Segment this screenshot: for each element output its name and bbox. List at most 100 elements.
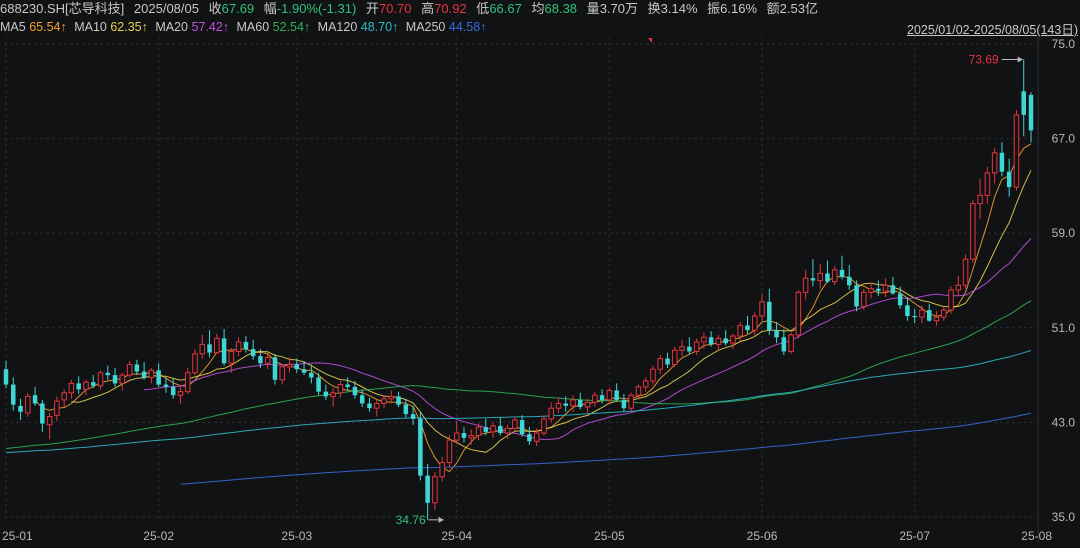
candle-body <box>207 344 212 353</box>
candle <box>330 388 336 408</box>
amplitude-label: 振 <box>707 1 721 16</box>
candle <box>817 263 823 289</box>
candle <box>642 377 649 392</box>
candle-body <box>592 394 598 403</box>
candle-body <box>868 288 874 293</box>
avg-stat: 均68.38 <box>531 1 577 16</box>
stats-bar: 688230.SH[芯导科技] 2025/08/05 收67.69 幅-1.90… <box>0 0 1080 18</box>
candle <box>693 338 700 355</box>
candle <box>396 391 401 408</box>
candle <box>941 306 947 321</box>
candle <box>905 297 910 321</box>
candle <box>418 411 423 481</box>
candle-body <box>723 338 728 344</box>
candlestick-chart[interactable]: 75.0 67.0 59.0 51.0 43.0 35.0 25-01 25-02 25-03 2… <box>0 36 1080 543</box>
candle <box>926 304 932 322</box>
candle <box>781 328 787 355</box>
x-tick-label: 25-03 <box>281 529 312 543</box>
candle <box>432 472 438 510</box>
y-tick-label: 59.0 <box>1052 226 1076 240</box>
candle-body <box>90 382 96 386</box>
candle-body <box>235 341 242 352</box>
candle-body <box>897 293 903 306</box>
ma20-legend: MA20 57.42↑ <box>155 20 229 34</box>
candle <box>999 142 1005 177</box>
open-label: 开 <box>365 1 379 16</box>
candle <box>519 415 525 437</box>
candle-body <box>831 269 838 283</box>
date-range-selector[interactable]: 2025/01/02-2025/08/05(143日) <box>907 23 1078 37</box>
ma120-line <box>5 350 1032 454</box>
candle <box>105 365 111 380</box>
candle <box>323 384 329 400</box>
candle-body <box>112 375 118 384</box>
candle-body <box>708 337 714 345</box>
candle-body <box>847 276 852 286</box>
candle <box>868 282 874 299</box>
candle <box>207 330 212 358</box>
candle <box>584 398 591 413</box>
candle-body <box>330 392 336 397</box>
x-tick-label: 25-01 <box>2 529 33 543</box>
chart-svg: 75.0 67.0 59.0 51.0 43.0 35.0 25-01 25-02 25-03 2… <box>2 36 1076 543</box>
candle-body <box>570 399 576 407</box>
candle <box>148 368 155 384</box>
candle-body <box>97 372 104 387</box>
candle <box>439 456 445 482</box>
x-tick-label: 25-02 <box>143 529 174 543</box>
candle-body <box>578 399 583 408</box>
candle <box>723 330 728 346</box>
candle <box>504 424 511 439</box>
candle-body <box>984 172 991 196</box>
candle <box>163 377 169 393</box>
candle-body <box>905 305 910 316</box>
candle <box>76 376 81 395</box>
candle-body <box>403 404 409 415</box>
candle-body <box>279 366 285 381</box>
candle-body <box>221 338 227 364</box>
candle <box>533 428 540 447</box>
candle <box>388 390 395 404</box>
candle-body <box>156 370 161 385</box>
x-tick-label: 25-06 <box>747 529 778 543</box>
ma60-line <box>5 300 1032 449</box>
candle-body <box>774 330 779 338</box>
candle-body <box>839 269 845 277</box>
candle-body <box>519 420 525 435</box>
candle <box>810 259 816 287</box>
candle-body <box>352 386 358 396</box>
change-stat: 幅-1.90%(-1.31) <box>264 1 357 16</box>
stock-code: 688230.SH[芯导科技] <box>0 1 125 16</box>
candle-body <box>3 369 9 385</box>
y-tick-label: 35.0 <box>1052 510 1076 524</box>
candle <box>483 418 489 436</box>
candle-body <box>184 372 191 393</box>
candle-body <box>105 372 111 376</box>
ma60-label: MA60 <box>236 20 270 34</box>
candle-body <box>359 395 365 404</box>
candle-body <box>40 403 45 424</box>
high-value: 70.92 <box>434 1 467 16</box>
candle <box>1028 92 1034 143</box>
candle-body <box>817 272 823 281</box>
candle-body <box>563 403 569 406</box>
candle <box>112 368 118 387</box>
candle <box>373 399 380 417</box>
candle-body <box>919 309 925 318</box>
candle <box>1013 110 1020 191</box>
candle <box>962 254 969 289</box>
ma5-label: MA5 <box>0 20 26 34</box>
candle <box>555 397 562 413</box>
candle <box>991 148 998 184</box>
candle-body <box>141 371 147 378</box>
ma60-legend: MA60 52.54↑ <box>237 20 311 34</box>
avg-label: 均 <box>531 1 545 16</box>
candle <box>446 435 453 468</box>
candle <box>861 288 867 311</box>
candle <box>46 412 53 439</box>
candle <box>359 389 365 408</box>
candle-body <box>672 349 678 365</box>
candle <box>214 333 220 354</box>
candle-body <box>991 152 998 174</box>
candle-body <box>584 401 591 408</box>
